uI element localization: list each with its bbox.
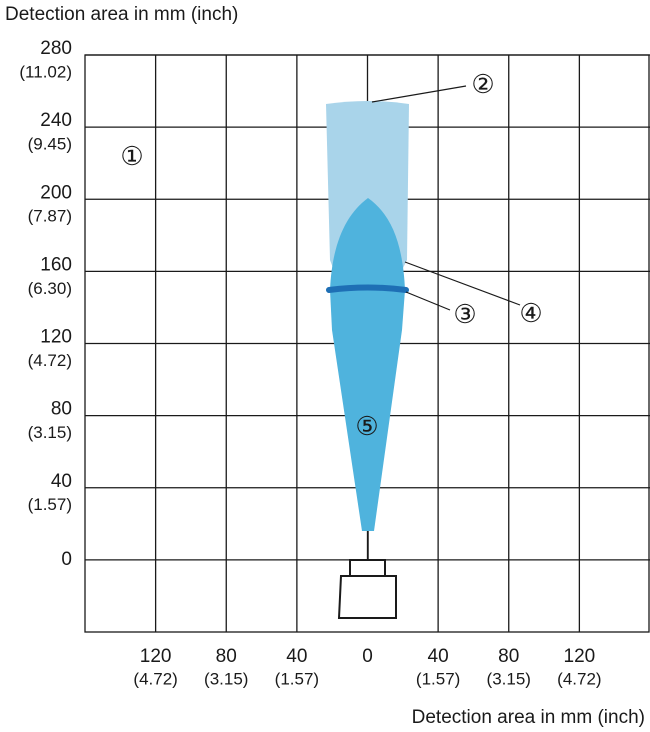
y-tick-label: 120 <box>40 327 72 348</box>
sensor-body <box>337 575 397 619</box>
y-tick-sublabel: (7.87) <box>28 207 72 226</box>
x-tick-sublabel: (4.72) <box>133 669 177 688</box>
x-tick-label: 80 <box>216 646 237 667</box>
y-tick-label: 240 <box>40 110 72 131</box>
x-tick-label: 0 <box>362 646 373 667</box>
leader <box>405 291 451 311</box>
y-axis-title: Detection area in mm (inch) <box>5 4 238 25</box>
x-tick-sublabel: (3.15) <box>204 669 248 688</box>
focus-line <box>326 284 409 293</box>
leader <box>404 261 521 306</box>
sensor-head <box>349 559 386 577</box>
detection-cone <box>330 198 405 531</box>
y-tick-sublabel: (6.30) <box>28 279 72 298</box>
x-axis-title: Detection area in mm (inch) <box>412 707 645 728</box>
callout: ⑤ <box>355 411 378 441</box>
y-tick-label: 160 <box>40 254 72 275</box>
x-tick-label: 120 <box>564 646 596 667</box>
x-tick-sublabel: (3.15) <box>487 669 531 688</box>
y-tick-label: 200 <box>40 182 72 203</box>
callout: ① <box>120 141 143 171</box>
x-tick-label: 120 <box>140 646 172 667</box>
y-tick-sublabel: (11.02) <box>19 62 72 81</box>
x-tick-sublabel: (1.57) <box>275 669 319 688</box>
x-tick-label: 80 <box>498 646 519 667</box>
y-tick-label: 40 <box>51 471 72 492</box>
y-tick-sublabel: (1.57) <box>28 495 72 514</box>
y-tick-label: 0 <box>61 549 72 570</box>
y-tick-sublabel: (4.72) <box>28 351 72 370</box>
x-tick-sublabel: (4.72) <box>557 669 601 688</box>
x-tick-label: 40 <box>428 646 449 667</box>
x-tick-label: 40 <box>286 646 307 667</box>
leader <box>371 85 467 103</box>
y-tick-label: 280 <box>40 38 72 59</box>
y-tick-sublabel: (9.45) <box>28 135 72 154</box>
callout: ③ <box>453 299 476 329</box>
y-tick-sublabel: (3.15) <box>28 423 72 442</box>
x-tick-sublabel: (1.57) <box>416 669 460 688</box>
callout: ② <box>471 69 494 99</box>
y-tick-label: 80 <box>51 399 72 420</box>
callout: ④ <box>519 298 542 328</box>
